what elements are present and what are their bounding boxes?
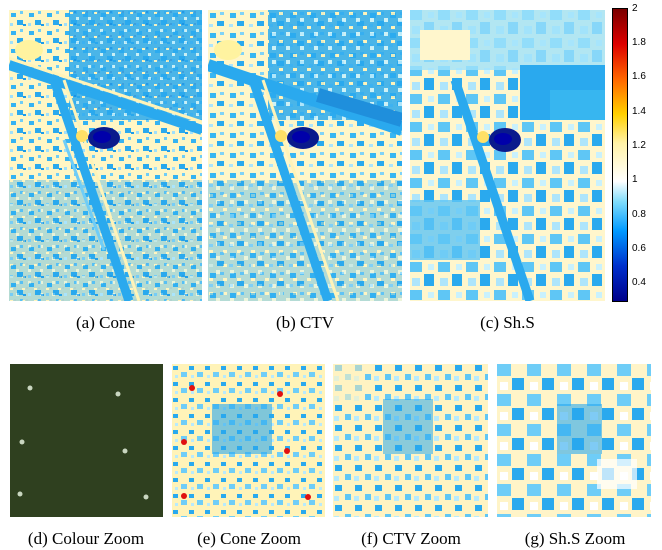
colorbar-tick: 1.2 <box>632 140 646 151</box>
colorbar <box>612 8 628 302</box>
colorbar-tick: 1.6 <box>632 71 646 82</box>
colorbar-tick: 0.6 <box>632 243 646 254</box>
image-shs <box>410 10 605 301</box>
caption-ctv-zoom: (f) CTV Zoom <box>361 529 461 548</box>
caption-cone: (a) Cone <box>75 313 135 332</box>
caption-shs: (c) Sh.S <box>480 313 535 332</box>
caption-shs-zoom: (g) Sh.S Zoom <box>524 529 626 548</box>
colorbar-tick: 1 <box>632 174 638 185</box>
colorbar-tick: 1.4 <box>632 106 646 117</box>
image-colour-zoom <box>10 364 163 517</box>
colorbar-tick: 0.4 <box>632 277 646 288</box>
colorbar-tick: 1.8 <box>632 37 646 48</box>
image-cone-zoom <box>172 364 325 517</box>
image-shs-zoom <box>497 364 651 517</box>
image-cone <box>9 10 202 301</box>
image-ctv <box>208 10 402 301</box>
image-ctv-zoom <box>333 364 488 517</box>
caption-cone-zoom: (e) Cone Zoom <box>197 529 301 548</box>
colorbar-tick: 0.8 <box>632 209 646 220</box>
colorbar-tick: 2 <box>632 3 638 14</box>
caption-colour-zoom: (d) Colour Zoom <box>27 529 145 548</box>
caption-ctv: (b) CTV <box>275 313 335 332</box>
